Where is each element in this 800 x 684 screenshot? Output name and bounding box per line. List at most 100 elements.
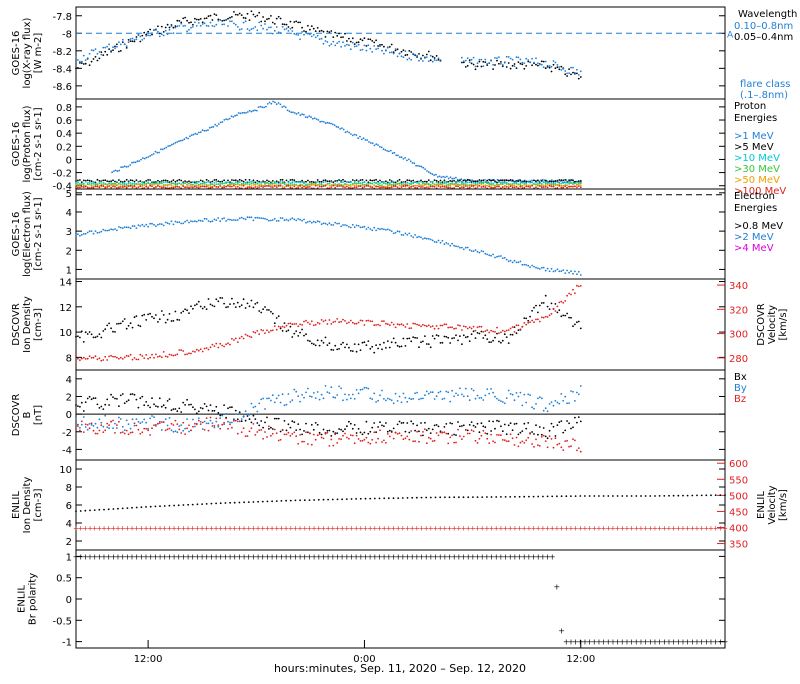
data-point xyxy=(418,346,420,349)
velocity-mark: + xyxy=(587,525,593,533)
data-point xyxy=(188,221,190,224)
data-point xyxy=(568,68,570,70)
data-point xyxy=(420,236,422,239)
data-point xyxy=(162,224,165,227)
data-point xyxy=(279,184,282,187)
data-point xyxy=(223,179,226,182)
data-point xyxy=(277,394,280,397)
data-point xyxy=(242,21,245,24)
polarity-mark: + xyxy=(689,638,696,647)
data-point xyxy=(244,333,247,336)
data-point xyxy=(498,255,500,258)
data-point xyxy=(166,424,169,427)
data-point xyxy=(431,173,434,176)
velocity-mark: + xyxy=(391,525,397,533)
data-point xyxy=(410,51,413,53)
data-point xyxy=(123,165,126,168)
data-point xyxy=(127,165,130,168)
data-point xyxy=(527,422,530,424)
polarity-mark: + xyxy=(694,638,701,647)
data-point xyxy=(500,496,502,498)
data-point xyxy=(476,181,479,184)
data-point xyxy=(332,224,335,226)
data-point xyxy=(509,185,512,188)
data-point xyxy=(102,183,105,186)
data-point xyxy=(205,347,208,349)
data-point xyxy=(240,420,243,423)
data-point xyxy=(577,393,580,396)
data-point xyxy=(494,336,496,339)
data-point xyxy=(310,184,313,187)
polarity-mark: + xyxy=(516,552,523,561)
data-point xyxy=(320,393,323,396)
y-tick-label: -0.5 xyxy=(52,616,72,627)
data-point xyxy=(250,180,253,183)
data-point xyxy=(100,405,103,408)
data-point xyxy=(86,57,89,59)
data-point xyxy=(398,432,401,435)
data-point xyxy=(233,184,235,187)
data-point xyxy=(187,503,190,506)
data-point xyxy=(371,179,374,182)
data-point xyxy=(172,424,175,426)
data-point xyxy=(560,300,563,303)
data-point xyxy=(355,224,358,227)
data-point xyxy=(252,219,255,222)
data-point xyxy=(424,186,426,189)
series-30MeV xyxy=(75,182,582,187)
data-point xyxy=(133,180,136,183)
data-point xyxy=(449,180,452,182)
data-point xyxy=(77,405,79,407)
data-point xyxy=(307,339,309,342)
series-Bx xyxy=(75,393,582,440)
data-point xyxy=(503,185,506,188)
y-tick-label: 0.6 xyxy=(56,116,72,127)
data-point xyxy=(275,500,278,502)
data-point xyxy=(192,350,194,353)
data-point xyxy=(379,182,381,185)
data-point xyxy=(80,330,83,333)
data-point xyxy=(437,183,440,186)
data-point xyxy=(537,182,539,185)
data-point xyxy=(383,182,385,185)
data-point xyxy=(344,320,346,322)
data-point xyxy=(211,186,214,189)
data-point xyxy=(410,183,413,186)
data-point xyxy=(324,336,327,339)
data-point xyxy=(373,41,376,44)
data-point xyxy=(562,269,565,271)
data-point xyxy=(197,185,200,188)
data-point xyxy=(217,183,220,186)
velocity-mark: + xyxy=(573,525,579,533)
data-point xyxy=(482,250,485,253)
data-point xyxy=(79,336,81,339)
data-point xyxy=(427,179,430,182)
data-point xyxy=(400,186,403,189)
data-point xyxy=(215,405,218,408)
data-point xyxy=(484,330,487,332)
data-point xyxy=(307,32,309,35)
polarity-mark: + xyxy=(661,638,668,647)
data-point xyxy=(577,185,580,188)
data-point xyxy=(118,405,120,408)
polarity-mark: + xyxy=(563,638,570,647)
data-point xyxy=(560,420,563,422)
data-point xyxy=(182,182,185,185)
polarity-mark: + xyxy=(568,638,575,647)
data-point xyxy=(314,344,317,347)
data-point xyxy=(143,404,146,407)
data-point xyxy=(579,420,582,423)
data-point xyxy=(84,185,87,188)
data-point xyxy=(511,179,514,182)
data-point xyxy=(513,259,516,262)
data-point xyxy=(217,412,220,414)
data-point xyxy=(158,151,161,154)
data-point xyxy=(378,497,381,500)
velocity-mark: + xyxy=(395,525,401,533)
data-point xyxy=(568,182,570,185)
data-point xyxy=(394,326,397,329)
data-point xyxy=(233,418,235,420)
data-point xyxy=(217,18,220,21)
data-point xyxy=(373,226,376,229)
data-point xyxy=(340,438,342,441)
